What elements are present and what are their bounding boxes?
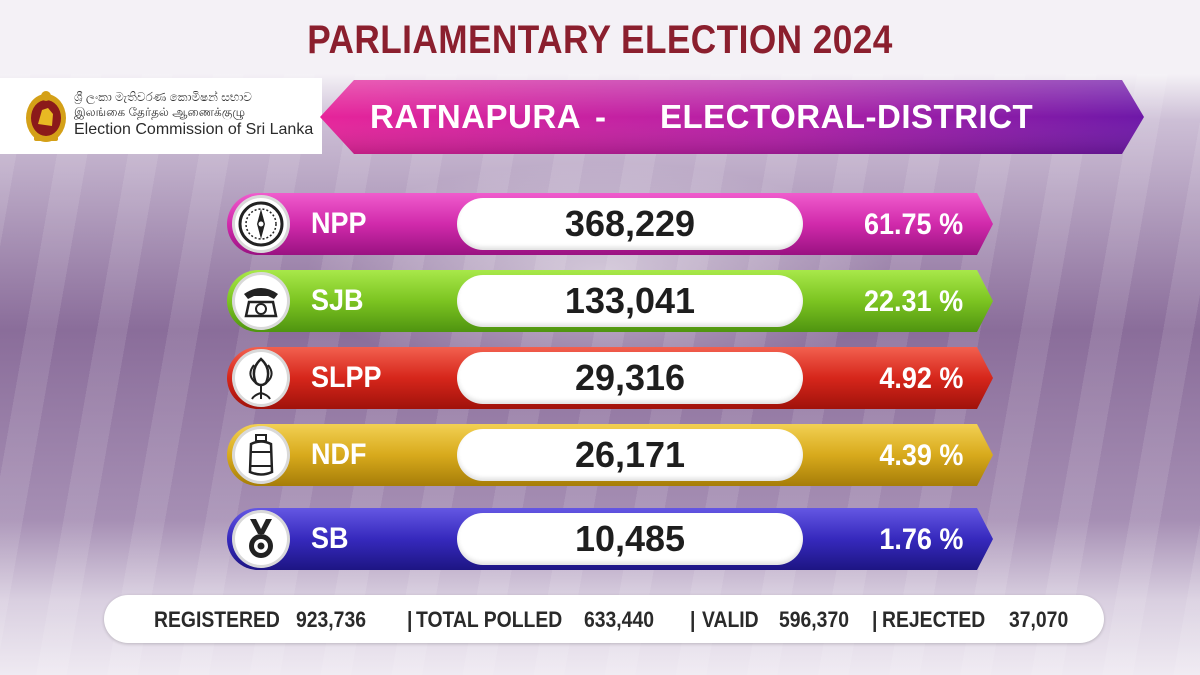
vote-percentage: 1.76 % [878, 523, 963, 556]
registered-label: REGISTERED [154, 607, 280, 632]
commission-logo: ශ්‍රී ලංකා මැතිවරණ කොමිෂන් සභාව இலங்கை த… [0, 78, 322, 154]
lotus-bud-icon [232, 349, 290, 407]
party-name: NPP [311, 207, 367, 240]
rejected-label: REJECTED [882, 607, 986, 632]
page-title: PARLIAMENTARY ELECTION 2024 [307, 18, 893, 62]
votes-count: 133,041 [457, 275, 803, 327]
result-row-sjb: SJB 133,041 22.31 % [225, 268, 995, 334]
total-polled-label: TOTAL POLLED [416, 607, 563, 632]
valid-value: 596,370 [779, 607, 849, 632]
result-row-slpp: SLPP 29,316 4.92 % [225, 345, 995, 411]
vote-percentage: 22.31 % [863, 285, 963, 318]
vote-percentage: 4.92 % [878, 362, 963, 395]
logo-english-text: Election Commission of Sri Lanka [74, 121, 314, 138]
compass-icon [232, 195, 290, 253]
votes-count: 10,485 [457, 513, 803, 565]
district-banner: RATNAPURA - ELECTORAL-DISTRICT [320, 78, 1146, 156]
summary-divider: | [690, 607, 696, 632]
result-row-sb: SB 10,485 1.76 % [225, 506, 995, 572]
logo-sinhala-text: ශ්‍රී ලංකා මැතිවරණ කොමිෂන් සභාව [74, 90, 252, 104]
votes-count: 368,229 [457, 198, 803, 250]
party-name: NDF [311, 438, 367, 471]
gas-cylinder-icon [232, 426, 290, 484]
summary-divider: | [407, 607, 413, 632]
telephone-icon [232, 272, 290, 330]
district-name: RATNAPURA [370, 98, 582, 135]
total-polled-value: 633,440 [584, 607, 654, 632]
party-name: SB [311, 522, 349, 555]
summary-divider: | [872, 607, 878, 632]
votes-count: 26,171 [457, 429, 803, 481]
medal-icon [232, 510, 290, 568]
national-emblem-icon [26, 91, 66, 142]
district-separator: - [595, 98, 607, 135]
registered-value: 923,736 [296, 607, 366, 632]
result-row-ndf: NDF 26,171 4.39 % [225, 422, 995, 488]
votes-count: 29,316 [457, 352, 803, 404]
result-row-npp: NPP 368,229 61.75 % [225, 191, 995, 257]
vote-percentage: 4.39 % [878, 439, 963, 472]
valid-label: VALID [702, 607, 759, 632]
district-label: ELECTORAL-DISTRICT [660, 98, 1034, 135]
party-name: SJB [311, 284, 364, 317]
logo-tamil-text: இலங்கை தேர்தல் ஆணைக்குழு [74, 105, 246, 119]
summary-bar: REGISTERED 923,736 | TOTAL POLLED 633,44… [104, 595, 1104, 643]
party-name: SLPP [311, 361, 382, 394]
vote-percentage: 61.75 % [863, 208, 963, 241]
rejected-value: 37,070 [1009, 607, 1069, 632]
